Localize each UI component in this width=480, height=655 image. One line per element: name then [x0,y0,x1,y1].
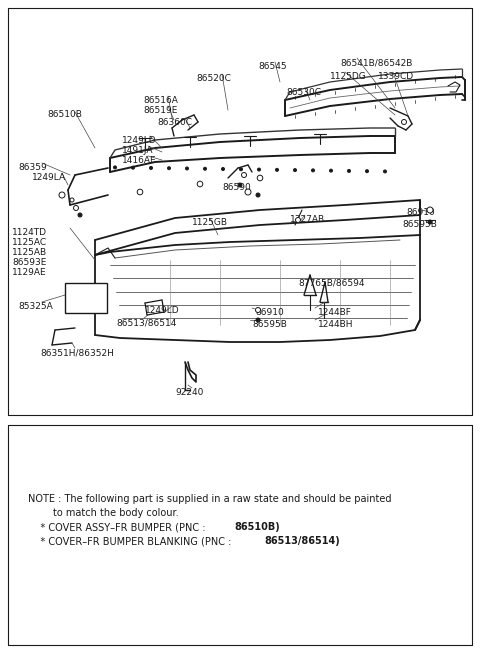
Circle shape [256,318,260,322]
Circle shape [365,170,369,173]
Text: 86910: 86910 [255,308,284,317]
Text: 1327AB: 1327AB [290,215,325,224]
Text: 1125GB: 1125GB [192,218,228,227]
Circle shape [257,168,261,171]
Circle shape [276,168,278,172]
Circle shape [132,166,134,169]
Circle shape [59,192,65,198]
Circle shape [245,189,251,195]
Text: 1339CD: 1339CD [378,72,414,81]
Text: 86590: 86590 [222,183,251,192]
Text: 86593E: 86593E [12,258,47,267]
Text: 86530C: 86530C [286,88,321,97]
Circle shape [221,168,225,170]
Circle shape [238,183,242,187]
Text: 1125AC: 1125AC [12,238,47,247]
Circle shape [428,220,432,224]
Text: * COVER–FR BUMPER BLANKING (PNC :: * COVER–FR BUMPER BLANKING (PNC : [28,536,235,546]
Text: 86519E: 86519E [143,106,178,115]
Text: 1124TD: 1124TD [12,228,47,237]
Text: 86516A: 86516A [143,96,178,105]
Circle shape [293,168,297,172]
Circle shape [197,181,203,187]
Circle shape [240,168,242,171]
Text: 1491JA: 1491JA [122,146,154,155]
Text: 86360C: 86360C [157,118,192,127]
Text: to match the body colour.: to match the body colour. [28,508,179,518]
Circle shape [296,217,300,223]
Text: 1244BH: 1244BH [318,320,353,329]
Text: 86513/86514: 86513/86514 [116,318,176,327]
Text: 92240: 92240 [175,388,204,397]
Circle shape [70,198,74,202]
Circle shape [78,213,82,217]
Text: 1129AE: 1129AE [12,268,47,277]
Text: 85325A: 85325A [18,302,53,311]
Circle shape [257,175,263,181]
Text: 86510B: 86510B [47,110,82,119]
Text: 1244BF: 1244BF [318,308,352,317]
Circle shape [204,167,206,170]
Text: * COVER ASSY–FR BUMPER (PNC :: * COVER ASSY–FR BUMPER (PNC : [28,522,209,532]
Text: 1416AE: 1416AE [122,156,156,165]
Circle shape [255,307,261,312]
Circle shape [256,193,260,197]
Text: 86510B): 86510B) [234,522,280,532]
Circle shape [241,172,247,178]
Text: 86351H/86352H: 86351H/86352H [40,348,114,357]
Circle shape [168,167,170,170]
Text: 86595B: 86595B [402,220,437,229]
Text: 86910: 86910 [406,208,435,217]
Circle shape [73,206,79,210]
Circle shape [312,169,314,172]
Text: 86545: 86545 [258,62,287,71]
Text: 1125DG: 1125DG [330,72,367,81]
Text: 86520C: 86520C [196,74,231,83]
Bar [65,283,107,313]
Circle shape [113,166,117,169]
Circle shape [348,170,350,172]
Circle shape [149,166,153,170]
Text: 86541B/86542B: 86541B/86542B [340,58,412,67]
Circle shape [401,119,407,124]
Text: 86595B: 86595B [252,320,287,329]
Text: 86359: 86359 [18,163,47,172]
Text: 87765B/86594: 87765B/86594 [298,278,364,287]
Circle shape [329,169,333,172]
Circle shape [384,170,386,173]
Circle shape [185,167,189,170]
Text: 1249LD: 1249LD [145,306,180,315]
Text: 1125AB: 1125AB [12,248,47,257]
Text: 86513/86514): 86513/86514) [264,536,340,546]
Text: NOTE : The following part is supplied in a raw state and should be painted: NOTE : The following part is supplied in… [28,494,392,504]
Text: 1249LD: 1249LD [122,136,156,145]
Circle shape [137,189,143,195]
Text: 1249LA: 1249LA [32,173,66,182]
Circle shape [427,207,433,213]
